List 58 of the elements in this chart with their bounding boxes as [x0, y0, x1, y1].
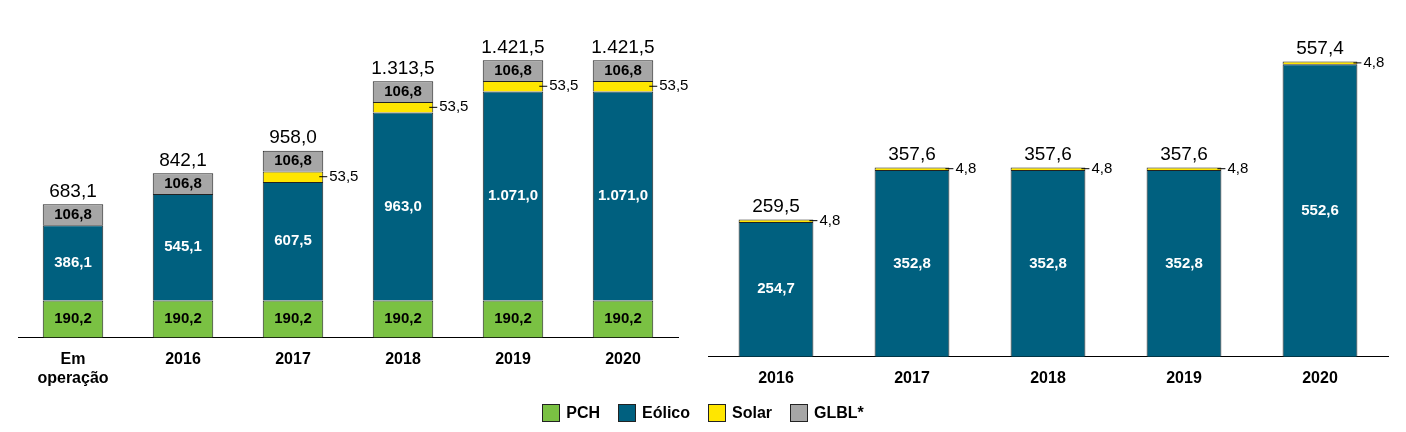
data-label: 106,8: [604, 60, 642, 78]
data-label: 4,8: [1363, 53, 1385, 71]
data-label: 352,8: [893, 253, 931, 271]
data-label: 4,8: [819, 210, 841, 228]
data-label: 254,7: [757, 279, 795, 297]
data-label: 53,5: [329, 166, 359, 184]
total-label: 842,1: [159, 149, 207, 170]
total-label: 357,6: [1024, 143, 1072, 165]
data-label: 352,8: [1029, 253, 1067, 271]
x-tick-label: 2017: [894, 368, 930, 386]
total-label: 958,0: [269, 126, 317, 148]
data-label: 352,8: [1165, 253, 1203, 271]
data-label: 607,5: [274, 231, 312, 249]
x-tick-label: 2020: [1302, 368, 1338, 386]
total-label: 1.313,5: [371, 57, 435, 78]
data-label: 1.071,0: [487, 186, 539, 204]
data-label: 106,8: [274, 151, 312, 169]
x-tick-label: 2017: [275, 349, 311, 367]
data-label: 190,2: [494, 309, 532, 327]
x-tick-label: 2018: [1030, 368, 1066, 386]
data-label: 190,2: [274, 309, 312, 327]
legend-label: PCH: [566, 404, 600, 422]
data-label: 53,5: [439, 97, 469, 115]
data-label: 963,0: [384, 196, 422, 214]
x-tick-label: Em operação: [37, 349, 109, 386]
total-label: 1.421,5: [591, 35, 655, 57]
data-label: 53,5: [659, 76, 689, 94]
x-tick-label: 2019: [1166, 368, 1202, 386]
data-label: 106,8: [494, 60, 532, 78]
data-label: 190,2: [384, 309, 422, 327]
data-label: 1.071,0: [597, 186, 649, 204]
data-label: 190,2: [604, 309, 642, 327]
total-label: 357,6: [888, 143, 936, 165]
x-tick-label: 2018: [385, 349, 421, 367]
data-label: 106,8: [54, 204, 92, 222]
data-label: 4,8: [1091, 158, 1113, 176]
total-label: 683,1: [49, 180, 97, 202]
x-tick-label: 2019: [495, 349, 531, 367]
data-label: 190,2: [54, 309, 92, 327]
x-tick-label: 2020: [605, 349, 641, 367]
data-label: 4,8: [955, 158, 977, 176]
legend-label: GLBL*: [814, 404, 864, 422]
data-label: 386,1: [54, 252, 92, 270]
legend-label: Solar: [732, 404, 773, 422]
data-label: 106,8: [164, 173, 202, 191]
total-label: 259,5: [752, 195, 800, 217]
data-label: 53,5: [549, 76, 579, 94]
legend-label: Eólico: [641, 404, 690, 422]
x-tick-label: 2016: [165, 349, 201, 367]
total-label: 1.421,5: [481, 35, 545, 57]
data-label: 552,6: [1301, 200, 1339, 218]
data-label: 106,8: [384, 81, 422, 99]
total-label: 557,4: [1296, 37, 1345, 59]
total-label: 357,6: [1160, 143, 1208, 165]
data-label: 545,1: [164, 237, 202, 255]
data-label: 190,2: [164, 309, 202, 327]
x-tick-label: 2016: [758, 368, 794, 386]
data-label: 4,8: [1227, 158, 1249, 176]
